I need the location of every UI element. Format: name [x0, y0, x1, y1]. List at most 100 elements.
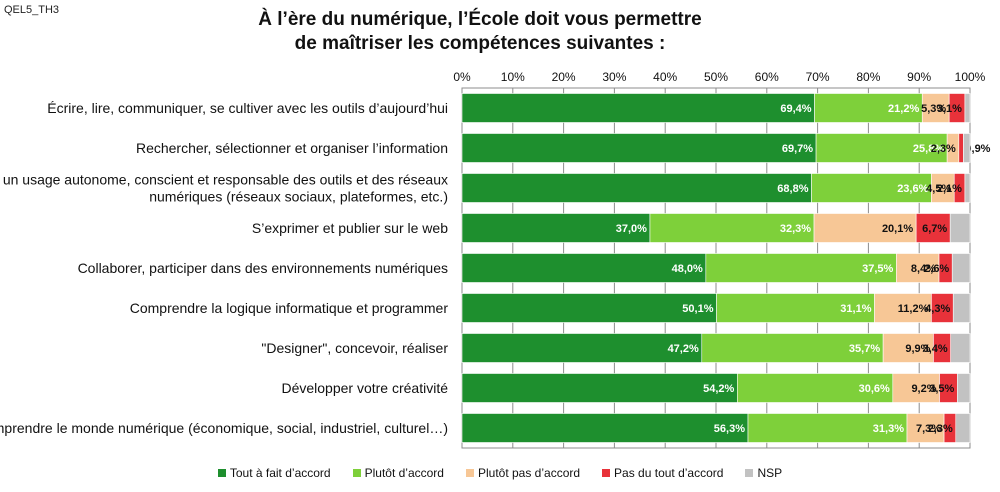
x-tick-label: 20%: [552, 70, 576, 84]
bar-segment: [461, 213, 651, 243]
bar-segment: [811, 173, 932, 203]
bar-segment: [461, 173, 812, 203]
bar-segment: [921, 93, 950, 123]
data-label: 69,4%: [780, 103, 811, 115]
data-label: 5,3%: [921, 103, 946, 115]
data-label: 3,1%: [937, 103, 962, 115]
data-label: 69,7%: [782, 143, 813, 155]
x-tick-label: 50%: [704, 70, 728, 84]
data-label: 6,7%: [922, 223, 947, 235]
data-label: 4,3%: [925, 303, 950, 315]
data-label: 50,1%: [682, 303, 713, 315]
legend-label: Plutôt pas d’accord: [477, 466, 581, 480]
bar-segment: [461, 253, 707, 283]
bar-segment: [461, 333, 703, 363]
data-label: 32,3%: [780, 223, 811, 235]
x-tick-label: 70%: [806, 70, 830, 84]
legend-swatch: [217, 469, 226, 477]
category-label: Avoir un usage autonome, conscient et re…: [0, 172, 448, 188]
data-label: 21,2%: [888, 103, 919, 115]
legend-item: Tout à fait d’accord: [217, 466, 331, 480]
chart-legend: Tout à fait d’accord Plutôt d’accord Plutô…: [0, 466, 1000, 480]
bar-segment: [461, 413, 749, 443]
bar-segment: [737, 373, 894, 403]
category-label: Développer votre créativité: [281, 380, 448, 396]
bar-segment: [964, 93, 971, 123]
legend-item: NSP: [745, 466, 782, 480]
bar-segment: [814, 93, 923, 123]
bar-segment: [649, 213, 815, 243]
bar-segment: [461, 373, 738, 403]
bar-segment: [882, 333, 934, 363]
x-tick-label: 10%: [501, 70, 525, 84]
data-label: 9,9%: [905, 343, 930, 355]
chart-code: QEL5_TH3: [4, 4, 60, 16]
data-label: 23,6%: [897, 183, 928, 195]
data-label: 31,3%: [873, 423, 904, 435]
legend-item: Pas du tout d’accord: [602, 466, 723, 480]
bar-segment: [747, 413, 908, 443]
bar-segment: [892, 373, 940, 403]
data-label: 2,6%: [924, 263, 949, 275]
bar-segment: [950, 333, 971, 363]
legend-swatch: [602, 469, 611, 477]
data-label: 3,5%: [929, 383, 954, 395]
data-label: 56,3%: [714, 423, 745, 435]
bar-segment: [896, 253, 940, 283]
data-label: 2,1%: [937, 183, 962, 195]
bar-segment: [813, 213, 917, 243]
data-label: 35,7%: [849, 343, 880, 355]
data-label: 31,1%: [840, 303, 871, 315]
chart-title-line-1: À l’ère du numérique, l’École doit vous …: [258, 9, 702, 30]
bar-segment: [952, 293, 971, 323]
bar-segment: [906, 413, 945, 443]
x-tick-label: 90%: [907, 70, 931, 84]
bar-segment: [958, 133, 964, 163]
bar-segment: [951, 253, 971, 283]
bar-segment: [701, 333, 884, 363]
legend-swatch: [352, 469, 361, 477]
bar-segment: [461, 133, 817, 163]
data-label: 4,5%: [926, 183, 951, 195]
data-label: 11,2%: [898, 303, 929, 315]
category-label: Comprendre le monde numérique (économiqu…: [0, 420, 448, 436]
bar-segment: [963, 133, 971, 163]
data-label: 9,2%: [911, 383, 936, 395]
bar-segment: [956, 373, 971, 403]
x-tick-label: 100%: [955, 70, 986, 84]
category-label: numériques (réseaux sociaux, plateformes…: [149, 189, 448, 205]
x-tick-label: 30%: [602, 70, 626, 84]
legend-label: Tout à fait d’accord: [229, 466, 331, 480]
x-tick-label: 60%: [755, 70, 779, 84]
category-label: Comprendre la logique informatique et pr…: [130, 300, 449, 316]
data-label: 37,0%: [616, 223, 647, 235]
data-label: 37,5%: [862, 263, 893, 275]
data-label: 48,0%: [672, 263, 703, 275]
legend-label: NSP: [757, 466, 783, 480]
x-tick-label: 0%: [453, 70, 471, 84]
x-tick-label: 40%: [653, 70, 677, 84]
x-tick-label: 80%: [856, 70, 880, 84]
data-label: 7,3%: [916, 423, 941, 435]
legend-swatch: [465, 469, 474, 477]
bar-segment: [716, 293, 875, 323]
category-label: Rechercher, sélectionner et organiser l’…: [136, 140, 448, 156]
legend-label: Pas du tout d’accord: [614, 466, 724, 480]
legend-item: Plutôt d’accord: [352, 466, 444, 480]
category-label: Écrire, lire, communiquer, se cultiver a…: [47, 100, 448, 116]
legend-item: Plutôt pas d’accord: [465, 466, 581, 480]
chart-title-line-2: de maîtriser les compétences suivantes :: [294, 33, 666, 54]
bar-segment: [955, 413, 971, 443]
bar-segment: [874, 293, 932, 323]
bar-segment: [461, 293, 717, 323]
data-label: 30,6%: [859, 383, 890, 395]
data-label: 0,9%: [965, 143, 990, 155]
data-label: 20,1%: [882, 223, 913, 235]
data-label: 25,8%: [913, 143, 944, 155]
bar-segment: [964, 173, 971, 203]
bar-segment: [815, 133, 948, 163]
category-label: S’exprimer et publier sur le web: [252, 220, 448, 236]
data-label: 2,3%: [931, 143, 956, 155]
data-label: 8,4%: [911, 263, 936, 275]
category-label: Collaborer, participer dans des environn…: [78, 260, 448, 276]
